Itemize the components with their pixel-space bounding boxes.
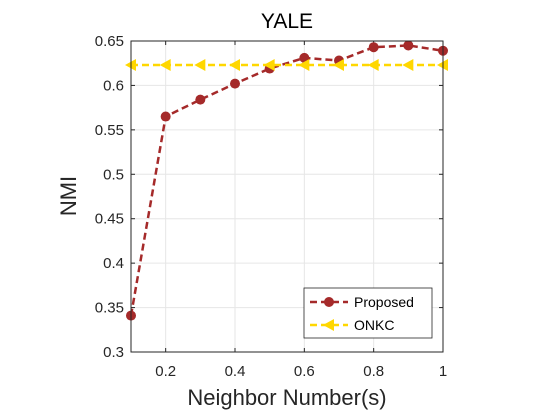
y-tick-label: 0.55 <box>95 122 124 139</box>
data-point-onkc <box>263 58 275 71</box>
series-line-0 <box>129 44 444 316</box>
x-axis-title: Neighbor Number(s) <box>187 385 386 410</box>
y-tick-label: 0.6 <box>103 77 124 94</box>
axis-ticks: 0.2 0.4 0.6 0.8 1 0.3 0.35 0.4 0.45 0.5 0.55 0.6 0.6… <box>95 33 447 380</box>
y-tick-label: 0.3 <box>103 344 124 361</box>
data-point-onkc <box>194 58 206 71</box>
x-tick-label: 0.6 <box>294 363 315 380</box>
data-point-proposed <box>368 42 379 53</box>
data-point-onkc <box>333 58 344 71</box>
data-point-onkc <box>402 58 414 71</box>
y-tick-label: 0.45 <box>95 211 124 228</box>
x-tick-label: 0.8 <box>363 363 384 380</box>
data-point-onkc <box>367 58 379 71</box>
data-point-proposed <box>195 94 206 105</box>
x-tick-label: 0.4 <box>225 363 246 380</box>
data-point-onkc <box>229 58 240 71</box>
y-tick-label: 0.65 <box>95 33 124 50</box>
chart-title: YALE <box>261 10 313 33</box>
data-point-onkc <box>298 58 310 71</box>
data-point-proposed <box>230 78 240 89</box>
x-tick-label: 0.2 <box>155 363 176 380</box>
y-tick-label: 0.35 <box>95 300 124 317</box>
legend-onkc-marker <box>323 319 334 331</box>
y-tick-label: 0.4 <box>103 255 124 272</box>
y-tick-label: 0.5 <box>103 166 124 183</box>
data-point-proposed <box>403 40 414 51</box>
legend-box <box>303 287 433 339</box>
series-layer <box>125 40 448 321</box>
legend: Proposed ONKC <box>303 287 433 339</box>
data-point-proposed <box>160 111 171 122</box>
legend-proposed-label: Proposed <box>354 294 414 310</box>
data-point-onkc <box>159 58 171 71</box>
legend-proposed-marker <box>324 297 334 307</box>
legend-onkc-label: ONKC <box>354 317 394 333</box>
plot-frame <box>130 40 444 353</box>
y-axis-title: NMI <box>56 176 81 216</box>
x-tick-label: 1 <box>439 363 447 380</box>
grid-lines <box>131 40 444 353</box>
